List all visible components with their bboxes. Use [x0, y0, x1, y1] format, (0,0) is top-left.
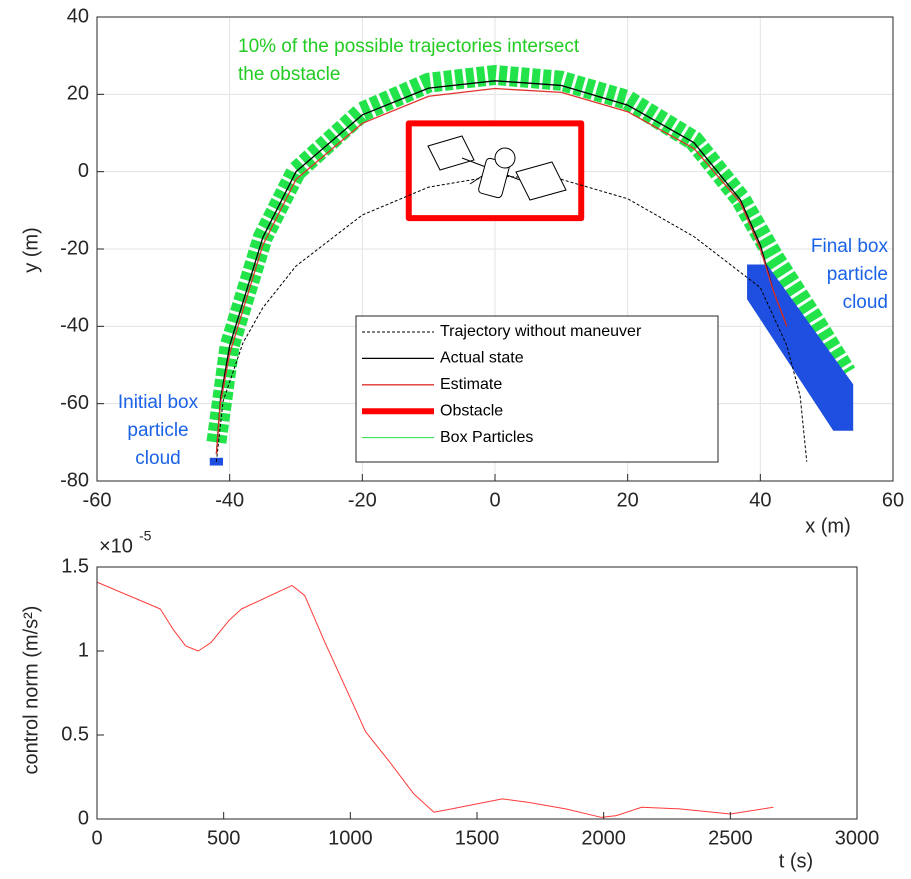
legend-label: Obstacle: [440, 402, 503, 419]
y-multiplier-exponent: -5: [139, 528, 152, 544]
x-tick-label: -60: [83, 489, 112, 511]
x-tick-label: 1500: [455, 827, 500, 849]
y-axis-label: control norm (m/s²): [20, 606, 42, 775]
solar-panel: [515, 161, 567, 201]
y-tick-label: -40: [60, 315, 89, 337]
x-tick-label: 1000: [328, 827, 373, 849]
frame-layer: [96, 16, 894, 820]
annotation-text: cloud: [843, 292, 888, 313]
y-tick-label: 0: [78, 160, 89, 182]
plot-area: [97, 567, 857, 819]
annotation-text: particle: [827, 264, 888, 285]
annotation: 10% of the possible trajectories interse…: [238, 36, 580, 85]
legend-label: Estimate: [440, 376, 502, 393]
annotation-text: 10% of the possible trajectories interse…: [238, 36, 580, 57]
axes-frame: [96, 566, 858, 820]
x-tick-label: 40: [749, 489, 771, 511]
antenna: [494, 147, 516, 169]
x-tick-label: 3000: [835, 827, 880, 849]
x-tick-label: 20: [617, 489, 639, 511]
strut: [469, 175, 483, 185]
x-tick-label: -20: [348, 489, 377, 511]
y-tick-label: 1.5: [61, 555, 89, 577]
y-tick-label: -80: [60, 469, 89, 491]
y-tick-label: -20: [60, 237, 89, 259]
x-tick-label: 2000: [581, 827, 626, 849]
x-tick-label: 500: [207, 827, 240, 849]
legend: Trajectory without maneuver Actual state E…: [355, 315, 719, 463]
data-layer: [96, 64, 856, 818]
x-tick-label: 0: [91, 827, 102, 849]
annotation-text: cloud: [135, 448, 180, 469]
annotation: Initial box particle cloud: [118, 392, 199, 469]
annotation-text: the obstacle: [238, 64, 340, 85]
y-tick-label: 40: [67, 5, 89, 27]
series-line: [215, 80, 788, 454]
y-tick-label: 0.5: [61, 723, 89, 745]
legend-label: Trajectory without maneuver: [440, 323, 642, 340]
axes-frame: [96, 16, 894, 482]
x-axis-label: t (s): [779, 850, 813, 872]
y-tick-label: 20: [67, 83, 89, 105]
series-line: [215, 87, 788, 454]
x-tick-label: -40: [215, 489, 244, 511]
y-tick-label: 1: [78, 639, 89, 661]
y-multiplier-base: ×10: [99, 535, 133, 557]
solar-panel: [427, 135, 475, 171]
annotation: Final box particle cloud: [811, 236, 889, 313]
annotation-text: particle: [127, 420, 188, 441]
legend-label: Box Particles: [440, 429, 533, 446]
legend-label: Actual state: [440, 350, 524, 367]
annotation-text: Initial box: [118, 392, 199, 413]
x-tick-label: 2500: [708, 827, 753, 849]
x-tick-label: 0: [489, 489, 500, 511]
satellite-icon: [427, 135, 567, 201]
particle-cloud: [747, 264, 854, 431]
y-tick-label: -60: [60, 392, 89, 414]
y-tick-label: 0: [78, 807, 89, 829]
series-line: [215, 175, 808, 462]
x-tick-label: 60: [882, 489, 904, 511]
annotation-text: Final box: [811, 236, 889, 257]
y-axis-label: y (m): [20, 227, 42, 273]
x-axis-label: x (m): [805, 515, 851, 537]
series-line: [96, 581, 774, 818]
